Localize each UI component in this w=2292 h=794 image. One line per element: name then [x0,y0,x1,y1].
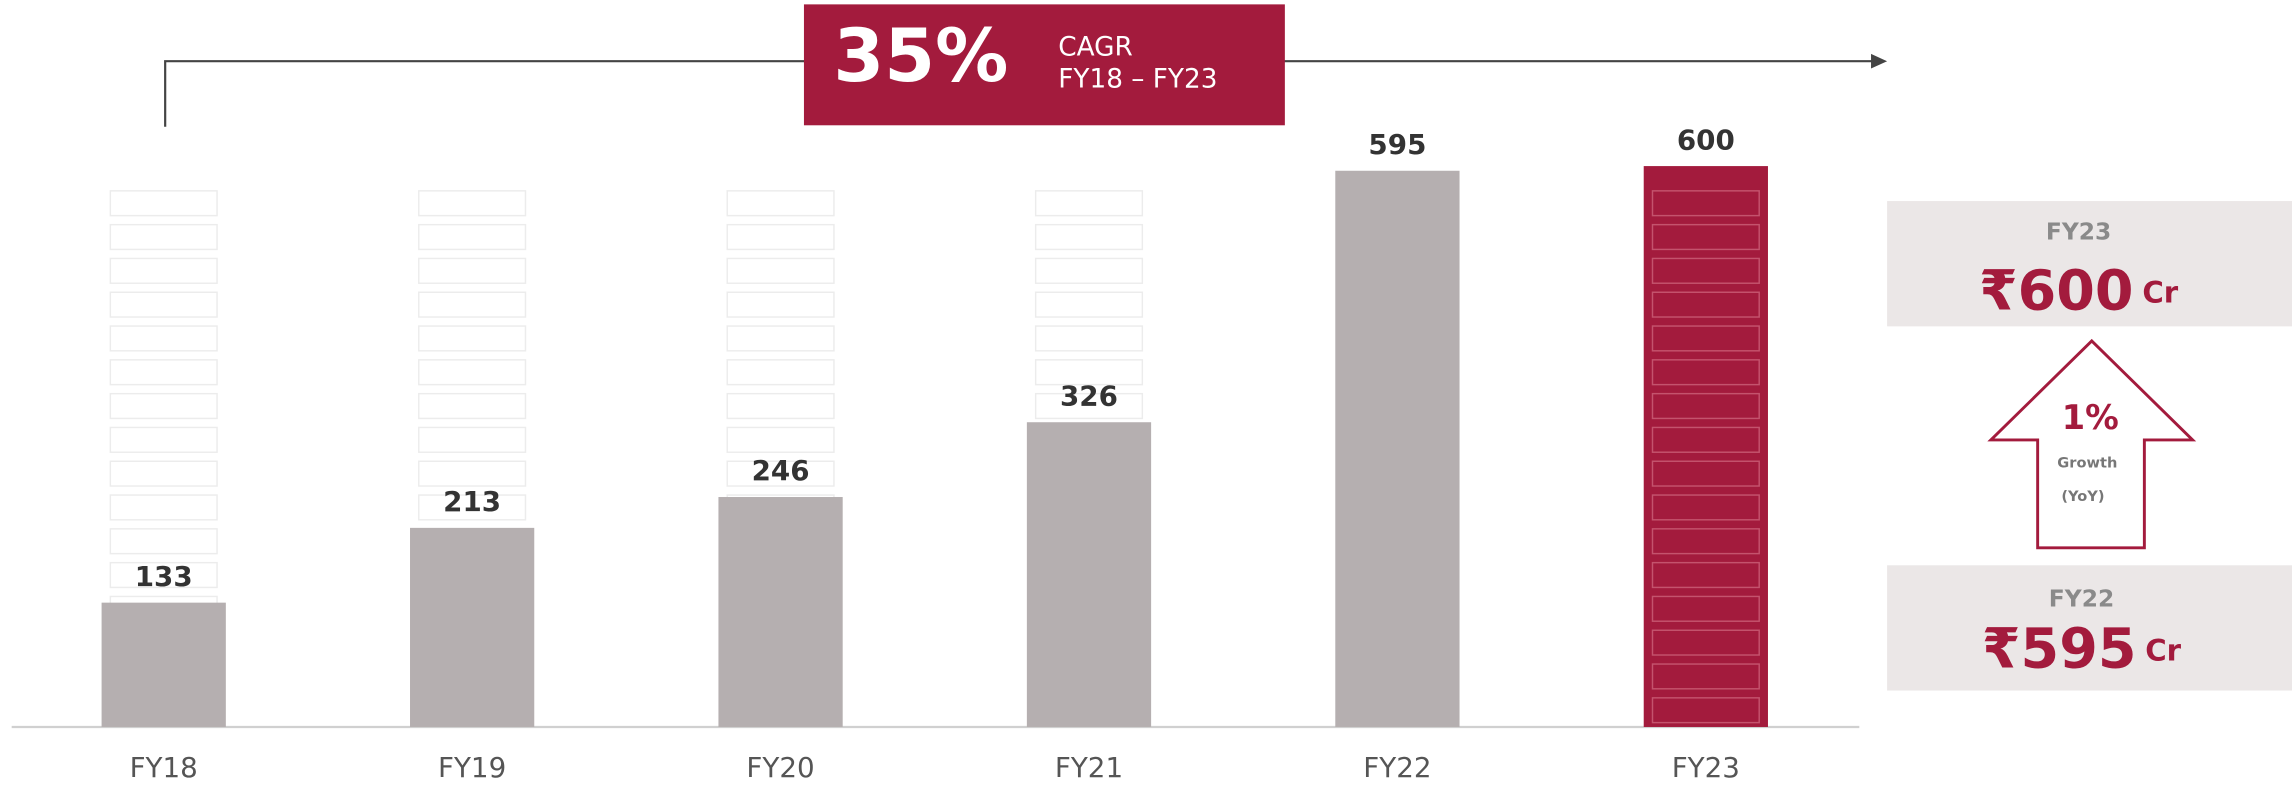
value-label: 326 [1060,379,1118,412]
ghost-box [418,359,527,386]
bar-pattern [1651,426,1760,453]
ghost-box [1034,325,1144,352]
cagr-arrow [164,60,1874,127]
ghost-box [418,190,527,217]
x-tick-label: FY20 [746,751,814,784]
ghost-box [418,392,527,420]
ghost-box [109,291,218,318]
cagr-value: 35% [833,14,1008,99]
previous-amount: ₹595 Cr [1982,618,2182,682]
ghost-box [418,426,527,453]
x-tick-label: FY22 [1363,751,1431,784]
bar-pattern [1651,325,1760,352]
ghost-box [418,494,527,521]
bar-pattern [1651,190,1760,217]
growth-label: Growth [2057,454,2117,471]
x-tick-label: FY19 [438,751,506,784]
bar [718,497,843,727]
bar-pattern [1651,697,1760,724]
ghost-box [418,223,527,251]
value-label: 246 [752,454,810,487]
bar [1643,166,1768,727]
ghost-box [726,257,835,284]
ghost-box [1034,392,1144,420]
ghost-box [418,325,527,352]
bar-pattern [1651,561,1760,589]
ghost-box [726,359,835,386]
cagr-period: FY18 – FY23 [1058,65,1217,95]
previous-year: FY22 [2049,585,2114,613]
ghost-box [109,359,218,386]
ghost-box [1034,291,1144,318]
bar [410,527,535,727]
ghost-box [726,223,835,251]
bar-pattern [1651,460,1760,487]
ghost-box [418,291,527,318]
value-label: 133 [135,560,193,593]
ghost-box [109,426,218,453]
unit: Cr [2145,634,2181,668]
value-label: 595 [1368,128,1426,161]
value-label: 600 [1677,123,1735,156]
amount: ₹595 [1982,618,2137,682]
ghost-box [109,528,218,555]
ghost-box [109,392,218,420]
unit: Cr [2142,275,2178,309]
ghost-box [109,190,218,217]
value-label: 213 [443,485,501,518]
bar-pattern [1651,392,1760,420]
cagr-label: CAGR [1058,33,1133,63]
ghost-box [418,460,527,487]
bar-pattern [1651,223,1760,251]
x-tick-label: FY18 [130,751,198,784]
current-amount: ₹600 Cr [1979,259,2179,323]
ghost-box [109,561,218,589]
current-year: FY23 [2046,218,2111,246]
ghost-box [726,325,835,352]
ghost-box [109,460,218,487]
growth-basis: (YoY) [2061,488,2104,505]
ghost-box [109,325,218,352]
bar-pattern [1651,663,1760,690]
previous-panel [1887,565,2292,691]
bar [1335,170,1460,727]
bar-pattern [1651,291,1760,318]
bar [101,602,226,727]
arrow-head [1871,53,1888,69]
ghost-box [726,291,835,318]
growth-value: 1% [2062,398,2119,437]
bar [1026,422,1152,727]
x-tick-label: FY23 [1672,751,1740,784]
ghost-box [726,392,835,420]
ghost-box [726,426,835,453]
ghost-box [109,494,218,521]
ghost-box [418,257,527,284]
current-panel [1887,201,2292,327]
ghost-box [1034,190,1144,217]
bar-pattern [1651,528,1760,555]
background-pattern [109,190,1760,724]
ghost-box [109,257,218,284]
ghost-box [726,190,835,217]
amount: ₹600 [1979,259,2134,323]
bar-pattern [1651,494,1760,521]
bar-pattern [1651,595,1760,622]
growth-arrow [1987,338,2197,550]
ghost-box [109,223,218,251]
ghost-box [1034,223,1144,251]
cagr-box [803,4,1285,126]
x-tick-label: FY21 [1055,751,1123,784]
bar-pattern [1651,359,1760,386]
ghost-box [1034,359,1144,386]
ghost-box [1034,257,1144,284]
bar-pattern [1651,257,1760,284]
ghost-box [726,460,835,487]
bar-pattern [1651,629,1760,656]
